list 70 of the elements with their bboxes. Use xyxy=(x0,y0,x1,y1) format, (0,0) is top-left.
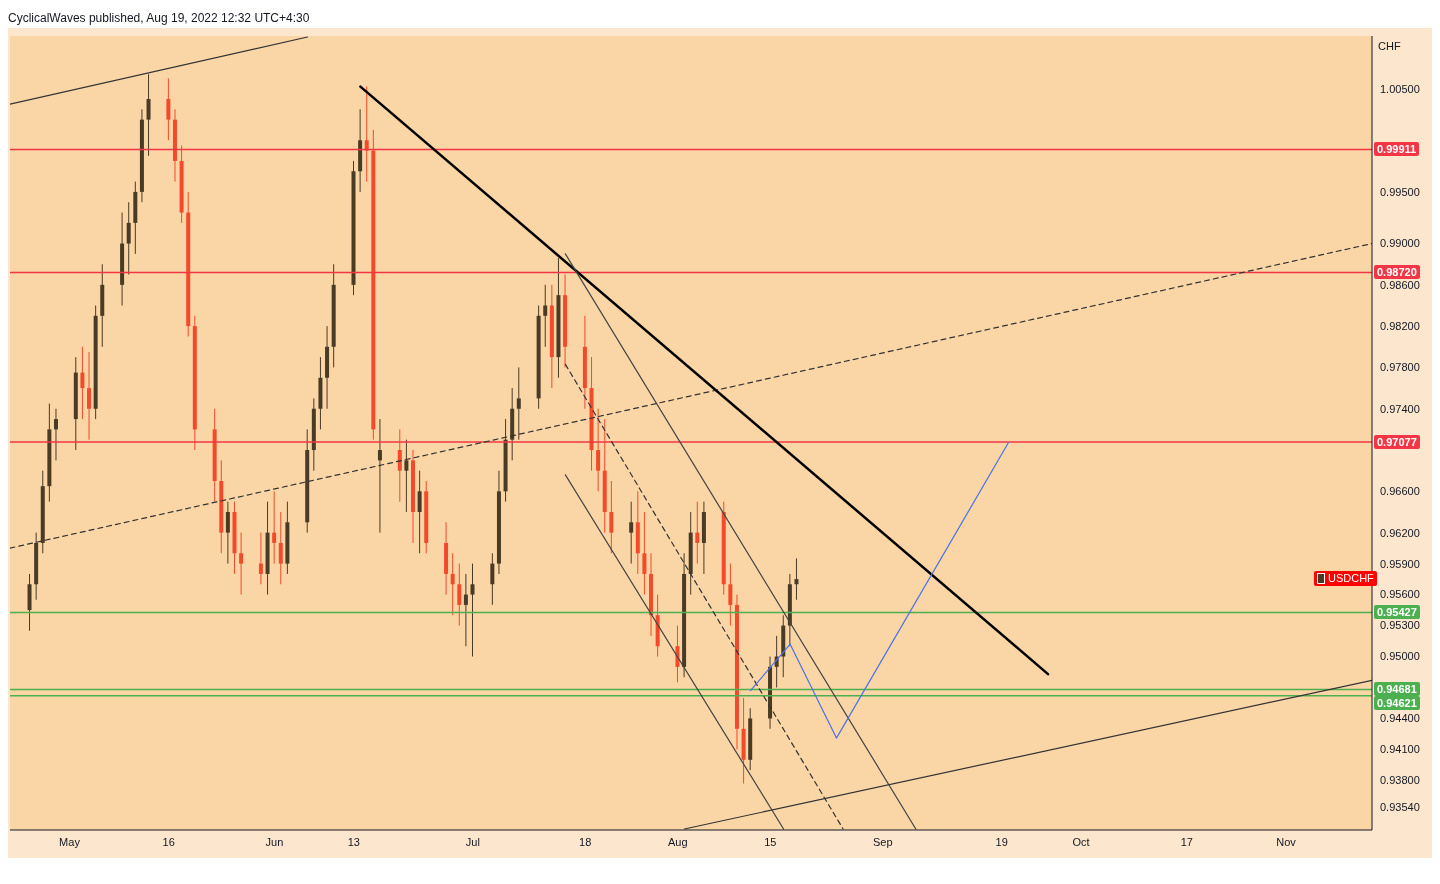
candlestick xyxy=(728,563,733,627)
x-tick-label: Jun xyxy=(265,835,284,848)
y-tick-label: 0.94400 xyxy=(1380,712,1420,725)
candlestick xyxy=(404,439,409,513)
candlestick xyxy=(272,490,277,565)
ref-line-label: 0.99911 xyxy=(1374,142,1420,157)
candlestick xyxy=(543,284,548,348)
candlestick xyxy=(470,563,475,658)
candlestick xyxy=(516,366,521,441)
x-tick-label: 15 xyxy=(764,835,777,848)
y-tick-label: 0.98200 xyxy=(1380,320,1420,333)
candlestick xyxy=(397,428,402,503)
chart-title: CyclicalWaves published, Aug 19, 2022 12:32 UTC+4:30 xyxy=(8,10,311,27)
y-axis-title: CHF xyxy=(1378,39,1401,52)
y-tick-label: 0.96200 xyxy=(1380,526,1420,539)
y-tick-label: 0.95300 xyxy=(1380,619,1420,632)
y-tick-label: 0.95600 xyxy=(1380,588,1420,601)
candlestick xyxy=(239,532,244,596)
candlestick xyxy=(87,351,92,441)
x-tick-label: May xyxy=(59,835,81,848)
candlestick xyxy=(629,501,634,565)
y-tick-label: 0.95900 xyxy=(1380,557,1420,570)
line-series xyxy=(749,442,1009,739)
candlestick xyxy=(490,552,495,606)
candlestick xyxy=(609,480,614,554)
y-tick-label: 0.93540 xyxy=(1380,801,1420,814)
ref-line-label: 0.95427 xyxy=(1374,605,1420,620)
ref-line-label: 0.94621 xyxy=(1374,696,1420,711)
y-tick-label: 0.97800 xyxy=(1380,361,1420,374)
candlestick xyxy=(377,418,382,534)
x-tick-label: 18 xyxy=(579,835,592,848)
y-tick-label: 0.95000 xyxy=(1380,650,1420,663)
x-tick-label: Jul xyxy=(465,835,480,848)
candlestick xyxy=(450,552,455,616)
y-tick-label: 1.00500 xyxy=(1380,82,1420,95)
x-tick-label: Aug xyxy=(667,835,688,848)
candlestick xyxy=(126,201,131,276)
candlestick xyxy=(53,408,58,461)
y-tick-label: 0.97400 xyxy=(1380,402,1420,415)
y-tick-label: 0.99000 xyxy=(1380,237,1420,250)
x-tick-label: 19 xyxy=(995,835,1008,848)
y-tick-label: 0.93800 xyxy=(1380,774,1420,787)
x-tick-label: 16 xyxy=(162,835,175,848)
candlestick xyxy=(417,470,422,554)
candlestick xyxy=(695,501,700,565)
x-tick-label: 17 xyxy=(1180,835,1193,848)
candlestick xyxy=(258,532,263,585)
candlestick xyxy=(794,557,799,601)
candlestick xyxy=(166,77,171,141)
candlestick xyxy=(463,573,468,647)
legend-label: USDCHF xyxy=(1314,571,1377,587)
x-tick-label: 13 xyxy=(347,835,360,848)
y-tick-label: 0.94100 xyxy=(1380,743,1420,756)
ref-line-label: 0.98720 xyxy=(1374,265,1420,280)
candlestick xyxy=(642,511,647,596)
ref-line-label: 0.94681 xyxy=(1374,682,1420,697)
ref-line-label: 0.97077 xyxy=(1374,435,1420,450)
y-tick-label: 0.96600 xyxy=(1380,485,1420,498)
candlestick xyxy=(596,408,601,492)
candlestick xyxy=(80,346,85,420)
x-tick-label: Oct xyxy=(1072,835,1090,848)
y-tick-label: 0.99500 xyxy=(1380,185,1420,198)
candlestick xyxy=(278,511,283,585)
x-tick-label: Nov xyxy=(1276,835,1297,848)
x-tick-label: Sep xyxy=(872,835,893,848)
candlestick xyxy=(457,563,462,627)
candlestick xyxy=(364,86,369,183)
candlestick xyxy=(225,501,230,565)
candlestick xyxy=(146,73,151,157)
y-tick-label: 0.98600 xyxy=(1380,278,1420,291)
